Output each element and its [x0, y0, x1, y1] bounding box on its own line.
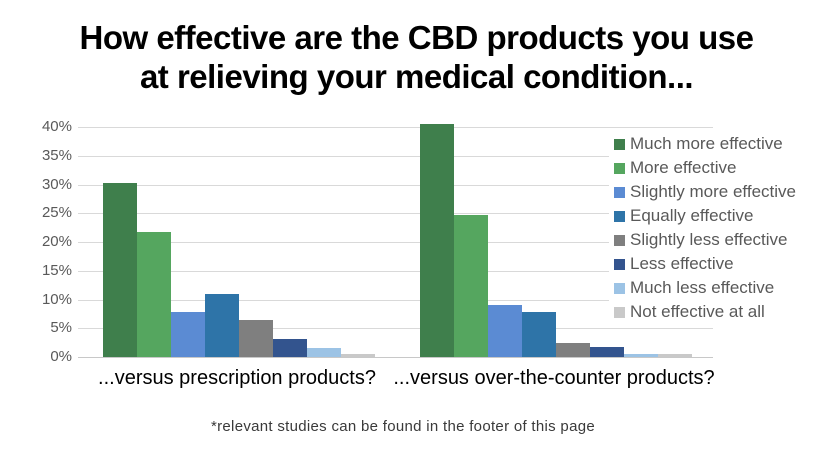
bar-prescription-equally-effective	[205, 293, 239, 357]
y-axis-tick-label-20%: 20%	[41, 233, 72, 250]
bar-over-the-counter-much-more-effective	[420, 124, 454, 357]
gridline-30%	[78, 185, 713, 186]
x-axis-line	[78, 357, 713, 358]
chart-title: How effective are the CBD products you u…	[0, 18, 833, 96]
legend-label-equally-effective: Equally effective	[630, 206, 754, 225]
bar-prescription-more-effective	[137, 232, 171, 357]
y-axis-tick-label-0%: 0%	[50, 348, 72, 365]
category-label-prescription: ...versus prescription products?	[98, 367, 376, 389]
legend-label-less-effective: Less effective	[630, 254, 734, 273]
y-axis-tick-label-10%: 10%	[41, 291, 72, 308]
bar-group-prescription	[103, 117, 375, 357]
legend-item-much-more-effective: Much more effective	[609, 132, 833, 156]
legend: Much more effective More effective Slightl…	[609, 130, 833, 324]
legend-label-slightly-less-effective: Slightly less effective	[630, 230, 788, 249]
legend-swatch-icon-slightly-more-effective	[614, 186, 625, 198]
bar-prescription-much-less-effective	[307, 348, 341, 357]
legend-item-slightly-less-effective: Slightly less effective	[609, 228, 833, 252]
gridline-25%	[78, 213, 713, 214]
y-axis-tick-label-15%: 15%	[41, 262, 72, 279]
y-axis-tick-label-5%: 5%	[50, 319, 72, 336]
bar-group-over-the-counter	[420, 117, 692, 357]
legend-label-not-effective-at-all: Not effective at all	[630, 302, 765, 321]
chart-title-line2: at relieving your medical condition...	[139, 58, 694, 95]
legend-swatch-icon-much-more-effective	[614, 138, 625, 150]
gridline-10%	[78, 300, 713, 301]
footnote: *relevant studies can be found in the fo…	[210, 418, 595, 435]
legend-swatch-icon-less-effective	[614, 258, 625, 270]
bar-over-the-counter-slightly-less-effective	[556, 342, 590, 357]
y-axis-tick-label-25%: 25%	[41, 204, 72, 221]
bar-over-the-counter-less-effective	[590, 347, 624, 357]
bar-over-the-counter-slightly-more-effective	[488, 305, 522, 357]
bar-prescription-less-effective	[273, 339, 307, 357]
bar-prescription-slightly-more-effective	[171, 311, 205, 357]
legend-swatch-icon-more-effective	[614, 162, 625, 174]
bar-prescription-much-more-effective	[103, 182, 137, 357]
legend-item-slightly-more-effective: Slightly more effective	[609, 180, 833, 204]
bar-prescription-not-effective-at-all	[341, 354, 375, 357]
bar-over-the-counter-much-less-effective	[624, 353, 658, 357]
legend-item-more-effective: More effective	[609, 156, 833, 180]
category-label-over-the-counter: ...versus over-the-counter products?	[393, 367, 715, 389]
legend-label-slightly-more-effective: Slightly more effective	[630, 182, 796, 201]
y-axis-tick-label-35%: 35%	[41, 147, 72, 164]
legend-item-not-effective-at-all: Not effective at all	[609, 300, 833, 324]
bar-over-the-counter-equally-effective	[522, 312, 556, 357]
bar-over-the-counter-more-effective	[454, 215, 488, 357]
gridline-15%	[78, 271, 713, 272]
legend-swatch-icon-much-less-effective	[614, 282, 625, 294]
chart-title-line1: How effective are the CBD products you u…	[79, 19, 754, 56]
y-axis-tick-label-30%: 30%	[41, 176, 72, 193]
legend-swatch-icon-equally-effective	[614, 210, 625, 222]
gridline-35%	[78, 156, 713, 157]
legend-item-equally-effective: Equally effective	[609, 204, 833, 228]
gridline-20%	[78, 242, 713, 243]
legend-swatch-icon-slightly-less-effective	[614, 234, 625, 246]
legend-label-more-effective: More effective	[630, 158, 737, 177]
bar-prescription-slightly-less-effective	[239, 320, 273, 357]
gridline-5%	[78, 328, 713, 329]
legend-item-much-less-effective: Much less effective	[609, 276, 833, 300]
gridline-40%	[78, 127, 713, 128]
legend-swatch-icon-not-effective-at-all	[614, 306, 625, 318]
legend-label-much-less-effective: Much less effective	[630, 278, 775, 297]
legend-item-less-effective: Less effective	[609, 252, 833, 276]
legend-label-much-more-effective: Much more effective	[630, 134, 783, 153]
y-axis-tick-label-40%: 40%	[41, 118, 72, 135]
bar-over-the-counter-not-effective-at-all	[658, 354, 692, 357]
